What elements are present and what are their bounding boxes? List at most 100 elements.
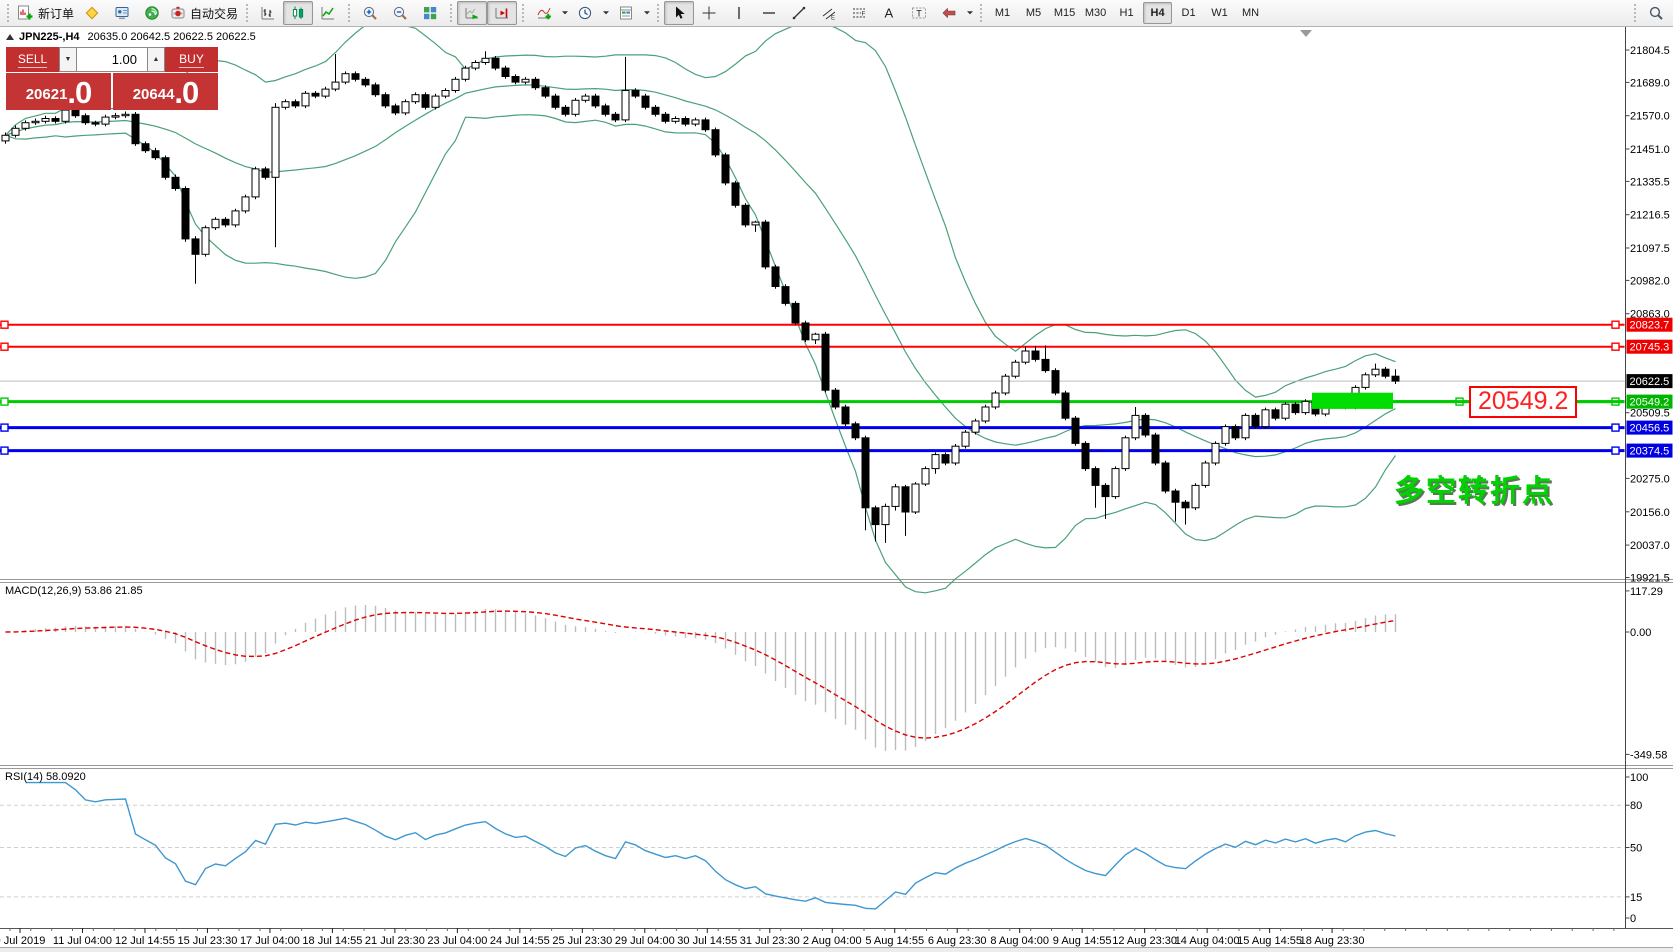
indicators-button[interactable] — [529, 1, 559, 25]
auto-scroll-button[interactable] — [457, 1, 488, 25]
timeframe-h4-button[interactable]: H4 — [1143, 2, 1173, 24]
candle-body — [21, 122, 30, 129]
price-tag-label: 20745.3 — [1630, 342, 1670, 354]
candle-body — [271, 106, 280, 178]
horizontal-line-button[interactable] — [754, 1, 784, 25]
candle-body — [991, 392, 1000, 408]
templates-button[interactable] — [611, 1, 641, 25]
text-button[interactable]: A — [874, 1, 904, 25]
autotrading-button[interactable]: 自动交易 — [167, 1, 241, 25]
candle-body — [321, 88, 330, 97]
cursor-button[interactable] — [664, 1, 695, 25]
time-tick-label: 29 Jul 04:00 — [615, 935, 675, 947]
metaeditor-button[interactable] — [77, 1, 107, 25]
sell-price[interactable]: 20621.0 — [6, 73, 111, 110]
price-tag-label: 20374.5 — [1630, 446, 1670, 458]
price-tick-label: 21570.0 — [1630, 111, 1670, 123]
turning-point-annotation[interactable]: 多空转折点 — [1394, 475, 1554, 508]
volume-decrease-button[interactable]: ▼ — [59, 47, 77, 72]
fibonacci-button[interactable]: F — [844, 1, 874, 25]
indicators-dropdown-caret[interactable] — [559, 2, 570, 24]
symbol-header[interactable]: JPN225-,H4 20635.0 20642.5 20622.5 20622… — [6, 31, 256, 43]
time-tick-label: 2 Aug 04:00 — [803, 935, 862, 947]
toolbar-grip[interactable] — [450, 4, 453, 22]
time-tick-label: 17 Jul 04:00 — [240, 935, 300, 947]
highlight-box[interactable] — [1312, 392, 1393, 409]
line-handle[interactable] — [1611, 446, 1620, 455]
main-toolbar: 新订单 自动交易 E F A T M1 M5 M15 M30 H1 H4 D1 W1 MN — [0, 0, 1673, 27]
candle-body — [421, 94, 430, 108]
volume-increase-button[interactable]: ▲ — [147, 47, 165, 72]
periods-dropdown-caret[interactable] — [600, 2, 611, 24]
toolbar-grip[interactable] — [246, 4, 249, 22]
collapse-panel-icon[interactable] — [6, 34, 14, 40]
line-handle[interactable] — [1611, 423, 1620, 432]
candle-body — [1051, 370, 1060, 394]
candle-body — [831, 389, 840, 408]
candle-chart-button[interactable] — [283, 1, 314, 25]
timeframe-m5-button[interactable]: M5 — [1025, 7, 1042, 19]
timeframe-m30-button[interactable]: M30 — [1084, 7, 1107, 19]
text-label-button[interactable]: T — [904, 1, 934, 25]
line-handle[interactable] — [0, 320, 9, 329]
timeframe-m15-button[interactable]: M15 — [1053, 7, 1076, 19]
signals-button[interactable] — [137, 1, 167, 25]
candle-body — [1261, 409, 1270, 428]
tile-windows-button[interactable] — [415, 1, 445, 25]
search-button[interactable] — [1641, 1, 1671, 25]
timeframe-m1-button[interactable]: M1 — [994, 7, 1011, 19]
buy-price[interactable]: 20644.0 — [113, 73, 218, 110]
line-handle[interactable] — [1611, 342, 1620, 351]
line-handle[interactable] — [0, 342, 9, 351]
candle-body — [511, 76, 520, 83]
crosshair-button[interactable] — [694, 1, 724, 25]
buy-button[interactable]: BUY — [165, 47, 218, 72]
toolbar-grip[interactable] — [980, 4, 983, 22]
sell-button[interactable]: SELL — [6, 47, 59, 72]
candle-body — [201, 227, 210, 255]
line-handle[interactable] — [0, 397, 9, 406]
toolbar-grip[interactable] — [657, 4, 660, 22]
arrows-button[interactable] — [934, 1, 964, 25]
timeframe-w1-button[interactable]: W1 — [1211, 7, 1228, 19]
chart-canvas[interactable]: 21804.5 21689.0 21570.0 21451.0 21335.5 21216… — [0, 27, 1673, 952]
trendline-button[interactable] — [784, 1, 814, 25]
price-tag — [1626, 420, 1673, 435]
candle-body — [281, 101, 290, 108]
zoom-in-button[interactable] — [355, 1, 385, 25]
toolbar-grip[interactable] — [7, 4, 9, 22]
chart-shift-button[interactable] — [487, 1, 518, 25]
candle-body — [81, 115, 90, 124]
zoom-out-button[interactable] — [385, 1, 415, 25]
signals-icon — [144, 5, 160, 21]
price-callout-label[interactable]: 20549.2 — [1469, 386, 1578, 418]
periods-button[interactable] — [570, 1, 600, 25]
timeframe-mn-button[interactable]: MN — [1241, 7, 1260, 19]
timeframe-d1-button[interactable]: D1 — [1181, 7, 1196, 19]
bar-chart-button[interactable] — [253, 1, 283, 25]
toolbar-grip[interactable] — [348, 4, 351, 22]
scroll-marker-icon[interactable] — [1300, 30, 1312, 37]
toolbar-grip[interactable] — [1634, 4, 1636, 22]
line-handle[interactable] — [0, 423, 9, 432]
time-tick-label: 9 Aug 14:55 — [1053, 935, 1112, 947]
time-tick-label: 15 Jul 23:30 — [177, 935, 237, 947]
toolbar-grip[interactable] — [522, 4, 525, 22]
line-handle[interactable] — [0, 446, 9, 455]
channel-button[interactable]: E — [814, 1, 844, 25]
candle-body — [361, 78, 370, 86]
vertical-line-button[interactable] — [724, 1, 754, 25]
volume-value[interactable]: 1.00 — [77, 47, 147, 72]
timeframe-h1-button[interactable]: H1 — [1119, 7, 1134, 19]
candle-body — [1201, 462, 1210, 486]
arrows-dropdown-caret[interactable] — [964, 2, 975, 24]
price-axis[interactable]: 21804.5 21689.0 21570.0 21451.0 21335.5 21216… — [1625, 45, 1673, 585]
new-order-button[interactable]: 新订单 — [14, 1, 77, 25]
terminal-button[interactable] — [107, 1, 137, 25]
templates-dropdown-caret[interactable] — [641, 2, 652, 24]
line-chart-button[interactable] — [313, 1, 343, 25]
candle-body — [821, 333, 830, 391]
line-handle[interactable] — [1611, 320, 1620, 329]
price-tag — [1626, 317, 1673, 332]
